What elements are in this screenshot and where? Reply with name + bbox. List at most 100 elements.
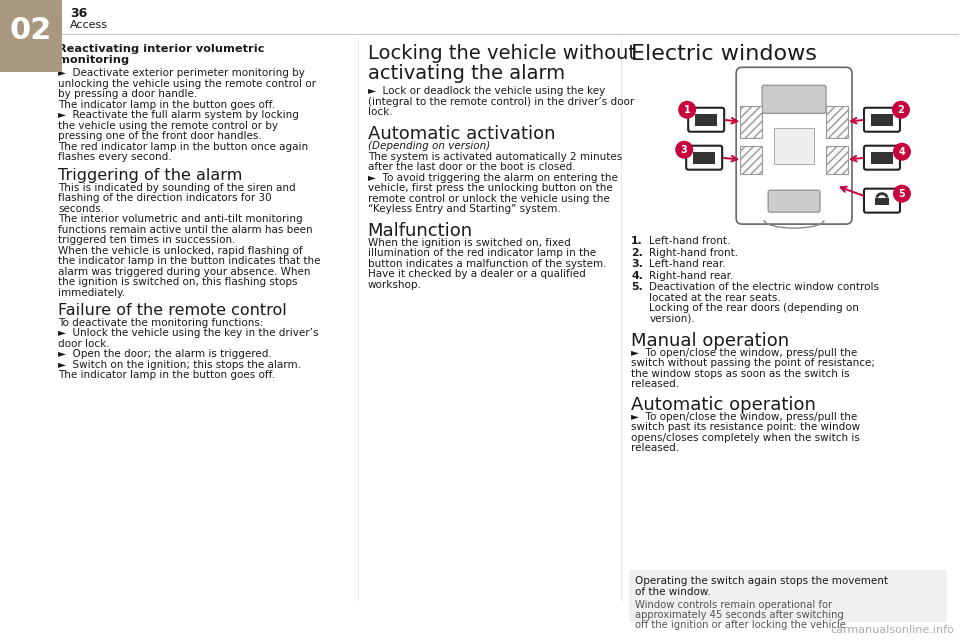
Bar <box>826 146 848 173</box>
Text: ►  To open/close the window, press/pull the: ► To open/close the window, press/pull t… <box>632 412 857 422</box>
Text: The indicator lamp in the button goes off.: The indicator lamp in the button goes of… <box>58 100 275 109</box>
FancyBboxPatch shape <box>864 108 900 132</box>
Text: 2: 2 <box>898 105 904 115</box>
Text: Failure of the remote control: Failure of the remote control <box>58 303 287 318</box>
Text: 1: 1 <box>684 105 690 115</box>
Text: functions remain active until the alarm has been: functions remain active until the alarm … <box>58 225 313 235</box>
Text: flashing of the direction indicators for 30: flashing of the direction indicators for… <box>58 193 272 203</box>
Text: illumination of the red indicator lamp in the: illumination of the red indicator lamp i… <box>368 248 596 258</box>
Text: Electric windows: Electric windows <box>632 44 817 65</box>
Text: vehicle, first press the unlocking button on the: vehicle, first press the unlocking butto… <box>368 183 612 193</box>
FancyBboxPatch shape <box>768 190 820 212</box>
Text: Left-hand front.: Left-hand front. <box>649 236 731 246</box>
FancyBboxPatch shape <box>0 1 62 72</box>
Text: The indicator lamp in the button goes off.: The indicator lamp in the button goes of… <box>58 371 275 380</box>
Text: off the ignition or after locking the vehicle: off the ignition or after locking the ve… <box>636 620 846 630</box>
Text: triggered ten times in succession.: triggered ten times in succession. <box>58 235 235 245</box>
Text: carmanualsonline.info: carmanualsonline.info <box>830 625 954 635</box>
Text: Automatic operation: Automatic operation <box>632 396 816 414</box>
Text: approximately 45 seconds after switching: approximately 45 seconds after switching <box>636 610 844 620</box>
FancyBboxPatch shape <box>686 146 722 170</box>
Bar <box>871 114 893 125</box>
Text: flashes every second.: flashes every second. <box>58 152 172 162</box>
Text: Locking the vehicle without: Locking the vehicle without <box>368 44 636 63</box>
Text: ►  Deactivate exterior perimeter monitoring by: ► Deactivate exterior perimeter monitori… <box>58 68 305 78</box>
Text: activating the alarm: activating the alarm <box>368 64 564 83</box>
Text: released.: released. <box>632 444 680 453</box>
Text: the vehicle using the remote control or by: the vehicle using the remote control or … <box>58 121 278 131</box>
Text: door lock.: door lock. <box>58 339 109 349</box>
Text: by pressing a door handle.: by pressing a door handle. <box>58 89 197 99</box>
Text: 5: 5 <box>899 189 905 198</box>
Text: “Keyless Entry and Starting” system.: “Keyless Entry and Starting” system. <box>368 204 561 214</box>
Bar <box>774 128 814 164</box>
Text: switch past its resistance point: the window: switch past its resistance point: the wi… <box>632 422 860 433</box>
Text: seconds.: seconds. <box>58 204 104 214</box>
Text: Reactivating interior volumetric: Reactivating interior volumetric <box>58 44 264 54</box>
Text: Deactivation of the electric window controls: Deactivation of the electric window cont… <box>649 282 879 292</box>
Text: switch without passing the point of resistance;: switch without passing the point of resi… <box>632 358 876 369</box>
Text: 4: 4 <box>899 147 905 157</box>
Bar <box>875 198 889 205</box>
Text: Have it checked by a dealer or a qualified: Have it checked by a dealer or a qualifi… <box>368 269 586 279</box>
Text: ►  Unlock the vehicle using the key in the driver’s: ► Unlock the vehicle using the key in th… <box>58 328 319 339</box>
Text: This is indicated by sounding of the siren and: This is indicated by sounding of the sir… <box>58 182 296 193</box>
Text: version).: version). <box>649 314 695 323</box>
FancyBboxPatch shape <box>629 570 947 621</box>
Bar <box>695 114 717 125</box>
FancyBboxPatch shape <box>864 189 900 212</box>
Text: When the vehicle is unlocked, rapid flashing of: When the vehicle is unlocked, rapid flas… <box>58 246 302 255</box>
Circle shape <box>675 141 693 159</box>
Text: released.: released. <box>632 380 680 389</box>
Bar <box>740 146 762 173</box>
Text: 36: 36 <box>70 7 87 20</box>
Text: of the window.: of the window. <box>636 587 711 596</box>
Text: ►  Open the door; the alarm is triggered.: ► Open the door; the alarm is triggered. <box>58 349 272 360</box>
Bar <box>871 152 893 164</box>
Text: the indicator lamp in the button indicates that the: the indicator lamp in the button indicat… <box>58 256 321 266</box>
Text: Left-hand rear.: Left-hand rear. <box>649 259 726 269</box>
Text: button indicates a malfunction of the system.: button indicates a malfunction of the sy… <box>368 259 606 269</box>
Text: ►  Lock or deadlock the vehicle using the key: ► Lock or deadlock the vehicle using the… <box>368 86 605 96</box>
Bar <box>826 106 848 138</box>
Text: located at the rear seats.: located at the rear seats. <box>649 292 781 303</box>
Text: ►  To open/close the window, press/pull the: ► To open/close the window, press/pull t… <box>632 348 857 358</box>
FancyBboxPatch shape <box>864 146 900 170</box>
Text: The system is activated automatically 2 minutes: The system is activated automatically 2 … <box>368 152 622 162</box>
Circle shape <box>893 143 911 161</box>
Text: Locking of the rear doors (depending on: Locking of the rear doors (depending on <box>649 303 859 313</box>
FancyBboxPatch shape <box>736 67 852 224</box>
FancyBboxPatch shape <box>762 85 826 113</box>
Text: The interior volumetric and anti-tilt monitoring: The interior volumetric and anti-tilt mo… <box>58 214 302 224</box>
Text: Right-hand front.: Right-hand front. <box>649 248 738 257</box>
Text: Access: Access <box>70 20 108 30</box>
Text: lock.: lock. <box>368 108 393 117</box>
Circle shape <box>893 185 911 203</box>
Bar <box>740 106 762 138</box>
Text: 3.: 3. <box>632 259 643 269</box>
Bar <box>693 152 715 164</box>
Text: alarm was triggered during your absence. When: alarm was triggered during your absence.… <box>58 267 310 276</box>
Text: Malfunction: Malfunction <box>368 221 472 239</box>
Text: the ignition is switched on, this flashing stops: the ignition is switched on, this flashi… <box>58 277 298 287</box>
Text: opens/closes completely when the switch is: opens/closes completely when the switch … <box>632 433 860 443</box>
Text: ►  To avoid triggering the alarm on entering the: ► To avoid triggering the alarm on enter… <box>368 173 617 182</box>
Text: remote control or unlock the vehicle using the: remote control or unlock the vehicle usi… <box>368 194 610 204</box>
Text: ►  Reactivate the full alarm system by locking: ► Reactivate the full alarm system by lo… <box>58 110 299 120</box>
Text: 2.: 2. <box>632 248 643 257</box>
Text: (integral to the remote control) in the driver’s door: (integral to the remote control) in the … <box>368 97 634 107</box>
Text: 02: 02 <box>10 16 52 45</box>
Text: 4.: 4. <box>632 271 643 280</box>
Text: When the ignition is switched on, fixed: When the ignition is switched on, fixed <box>368 237 570 248</box>
Text: To deactivate the monitoring functions:: To deactivate the monitoring functions: <box>58 318 263 328</box>
Text: (Depending on version): (Depending on version) <box>368 141 490 150</box>
Text: Manual operation: Manual operation <box>632 332 789 350</box>
Text: 3: 3 <box>681 145 687 155</box>
Text: after the last door or the boot is closed.: after the last door or the boot is close… <box>368 162 575 172</box>
Text: ►  Switch on the ignition; this stops the alarm.: ► Switch on the ignition; this stops the… <box>58 360 300 370</box>
Text: The red indicator lamp in the button once again: The red indicator lamp in the button onc… <box>58 141 308 152</box>
Text: Triggering of the alarm: Triggering of the alarm <box>58 168 242 182</box>
Text: Right-hand rear.: Right-hand rear. <box>649 271 733 280</box>
Text: Window controls remain operational for: Window controls remain operational for <box>636 600 832 610</box>
Text: the window stops as soon as the switch is: the window stops as soon as the switch i… <box>632 369 850 379</box>
